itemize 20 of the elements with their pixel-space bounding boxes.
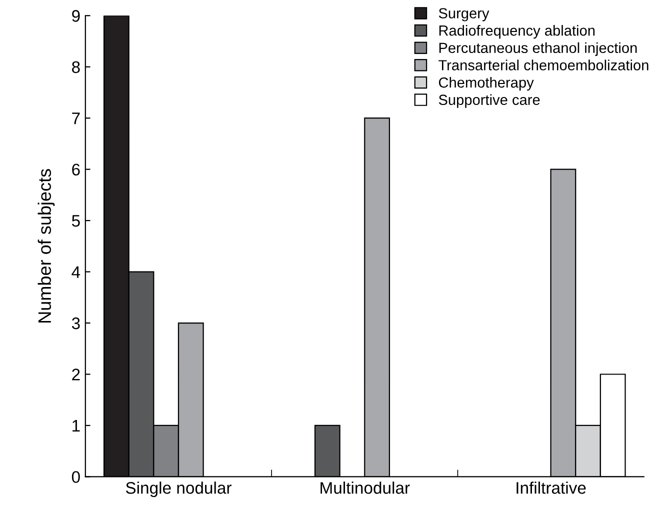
y-tick-label: 3 xyxy=(72,317,80,330)
y-tick-label: 8 xyxy=(72,61,80,74)
x-tick-label: Single nodular xyxy=(126,482,232,498)
legend-label: Transarterial chemoembolization xyxy=(438,60,648,70)
legend-label: Percutaneous ethanol injection xyxy=(439,42,637,56)
y-tick-label: 5 xyxy=(72,215,80,227)
y-axis-title: Number of subjects xyxy=(38,169,55,322)
legend-label: Surgery xyxy=(438,8,490,22)
legend-label: Supportive care xyxy=(438,94,540,108)
y-tick-label: 0 xyxy=(72,471,80,483)
y-tick-label: 7 xyxy=(72,112,80,124)
y-tick-label: 6 xyxy=(72,164,80,176)
y-tick-label: 2 xyxy=(72,368,80,380)
y-tick-label: 9 xyxy=(72,10,80,22)
y-tick-label: 4 xyxy=(72,266,80,278)
x-tick-label: Multinodular xyxy=(320,482,410,494)
legend-label: Chemotherapy xyxy=(438,76,534,91)
legend-label: Radiofrequency ablation xyxy=(439,25,595,39)
y-tick-label: 1 xyxy=(72,420,80,432)
x-tick-label: Infiltrative xyxy=(516,482,586,494)
